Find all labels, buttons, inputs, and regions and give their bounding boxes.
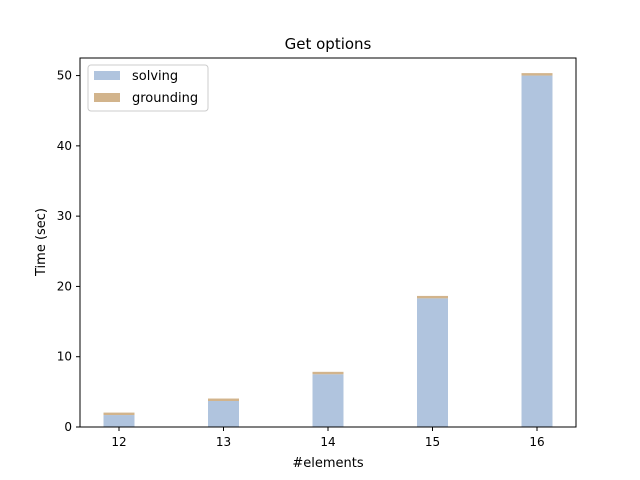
x-axis-ticks: 12 13 14 15 16 — [111, 427, 545, 449]
y-tick-label: 40 — [57, 139, 72, 153]
bar-grounding-13 — [208, 398, 239, 401]
y-tick-label: 50 — [57, 69, 72, 83]
x-axis-label: #elements — [292, 456, 363, 471]
y-tick-label: 0 — [64, 420, 72, 434]
legend: solving grounding — [87, 64, 209, 112]
legend-swatch-solving — [94, 71, 120, 80]
bars-layer — [103, 73, 553, 428]
legend-label-grounding: grounding — [132, 91, 198, 106]
x-tick-label: 16 — [529, 435, 544, 449]
bar-grounding-15 — [417, 295, 448, 299]
plot-frame — [79, 57, 577, 428]
x-tick-label: 14 — [320, 435, 335, 449]
bar-solving-12 — [103, 415, 135, 427]
bar-grounding-16 — [521, 73, 553, 76]
bar-grounding-12 — [103, 412, 135, 416]
x-tick-label: 15 — [425, 435, 440, 449]
y-tick-label: 10 — [57, 350, 72, 364]
bar-solving-14 — [312, 374, 344, 427]
legend-label-solving: solving — [132, 69, 178, 84]
x-tick-label: 12 — [111, 435, 126, 449]
x-tick-label: 13 — [216, 435, 231, 449]
bar-grounding-14 — [312, 371, 344, 375]
y-axis-ticks: 0 10 20 30 40 50 — [57, 69, 80, 434]
bar-solving-13 — [208, 400, 239, 427]
y-tick-label: 30 — [57, 209, 72, 223]
bar-solving-15 — [417, 298, 448, 427]
y-axis-label: Time (sec) — [34, 208, 49, 277]
bar-solving-16 — [521, 75, 553, 428]
y-tick-label: 20 — [57, 279, 72, 293]
legend-swatch-grounding — [94, 93, 120, 102]
chart-title: Get options — [285, 35, 372, 53]
